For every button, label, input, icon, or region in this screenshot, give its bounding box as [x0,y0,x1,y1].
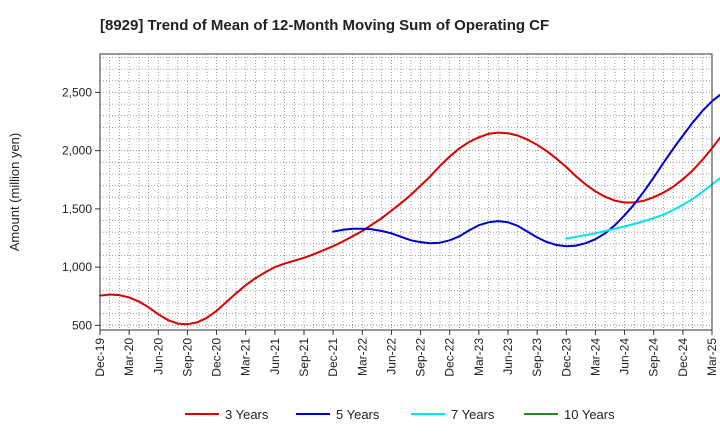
x-tick-label: Dec-23 [559,338,573,377]
legend-label: 3 Years [225,407,269,422]
legend: 3 Years 5 Years 7 Years 10 Years [185,407,615,422]
y-tick-label: 500 [72,318,92,332]
x-tick-label: Sep-21 [297,338,311,377]
series-line-3-years [99,131,720,326]
grid [100,54,712,330]
x-tick-label: Dec-19 [93,338,107,377]
series-line-7-years [565,176,720,240]
x-tick-label: Jun-22 [384,338,398,375]
x-tick-label: Dec-21 [326,338,340,377]
series-group [99,93,720,326]
y-axis-label: Amount (million yen) [7,133,22,252]
legend-label: 10 Years [564,407,615,422]
plot-area [100,54,712,330]
x-tick-label: Sep-23 [530,338,544,377]
plot-frame [99,53,713,331]
series-line-5-years [332,93,720,248]
x-tick-label: Jun-20 [151,338,165,375]
x-tick-label: Mar-23 [472,338,486,376]
x-tick-label: Mar-20 [122,338,136,376]
y-axis-ticks: 500 1,000 1,500 2,000 2,500 [62,85,100,332]
legend-label: 7 Years [451,407,495,422]
legend-label: 5 Years [336,407,380,422]
x-tick-label: Dec-20 [210,338,224,377]
x-tick-label: Mar-25 [705,338,719,376]
x-tick-label: Mar-24 [588,338,602,376]
x-tick-label: Jun-23 [501,338,515,375]
chart-title: [8929] Trend of Mean of 12-Month Moving … [100,17,549,34]
x-axis-ticks: Dec-19 Mar-20 Jun-20 Sep-20 Dec-20 Mar-21 Jun-… [93,330,719,377]
x-tick-label: Jun-24 [618,338,632,375]
x-tick-label: Mar-22 [355,338,369,376]
x-tick-label: Mar-21 [239,338,253,376]
y-tick-label: 1,000 [62,260,92,274]
x-tick-label: Dec-22 [443,338,457,377]
x-tick-label: Jun-21 [268,338,282,375]
y-tick-label: 1,500 [62,202,92,216]
x-tick-label: Sep-22 [414,338,428,377]
x-tick-label: Dec-24 [676,338,690,377]
x-tick-label: Sep-24 [647,338,661,377]
y-tick-label: 2,000 [62,144,92,158]
x-tick-label: Sep-20 [180,338,194,377]
y-tick-label: 2,500 [62,85,92,99]
